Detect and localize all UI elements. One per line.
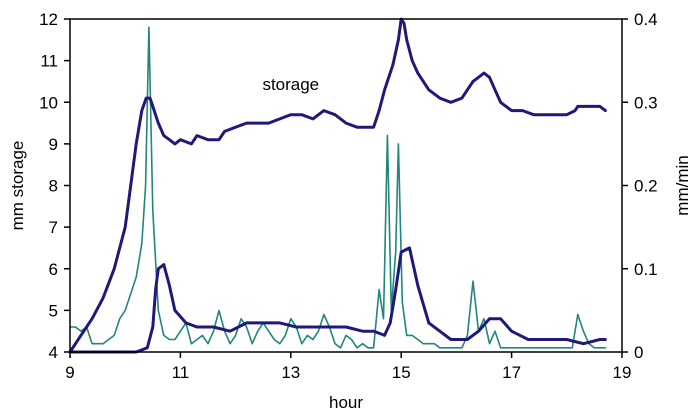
y-tick-label-right: 0.1 (634, 260, 658, 279)
x-tick-label: 11 (172, 363, 190, 382)
y-tick-label-right: 0.3 (634, 93, 658, 112)
storage-series-line (68, 246, 607, 354)
annotations: storage (262, 75, 319, 94)
x-tick-label: 13 (281, 363, 300, 382)
y-tick-label-left: 4 (49, 343, 58, 362)
rate-series-line (69, 26, 607, 349)
x-tick-label: 15 (392, 363, 411, 382)
y-tick-label-left: 9 (49, 135, 58, 154)
y-tick-label-right: 0.2 (634, 177, 658, 196)
y-tick-label-right: 0 (634, 343, 643, 362)
annotation-label: storage (262, 75, 319, 94)
y-tick-label-left: 12 (39, 10, 58, 29)
y-axis-label-right: mm/min (673, 155, 692, 215)
plot-lines (68, 17, 607, 354)
labels: hour mm storage mm/min (8, 141, 692, 412)
y-tick-label-left: 8 (49, 177, 58, 196)
y-tick-label-left: 10 (39, 93, 58, 112)
y-tick-label-left: 11 (40, 52, 58, 71)
x-tick-label: 17 (502, 363, 521, 382)
storage-series-line (68, 17, 607, 354)
y-tick-label-left: 6 (49, 260, 58, 279)
y-tick-label-right: 0.4 (634, 10, 658, 29)
ticks: 9 11 13 15 17 19 4 5 6 7 8 9 10 11 12 0 0.1 0.2 0.3 0.4 (39, 10, 658, 382)
x-tick-label: 19 (613, 363, 632, 382)
y-tick-label-left: 7 (49, 218, 58, 237)
y-axis-label-left: mm storage (8, 141, 27, 231)
x-axis-label: hour (329, 393, 363, 412)
x-tick-label: 9 (65, 363, 74, 382)
y-tick-label-left: 5 (49, 301, 58, 320)
